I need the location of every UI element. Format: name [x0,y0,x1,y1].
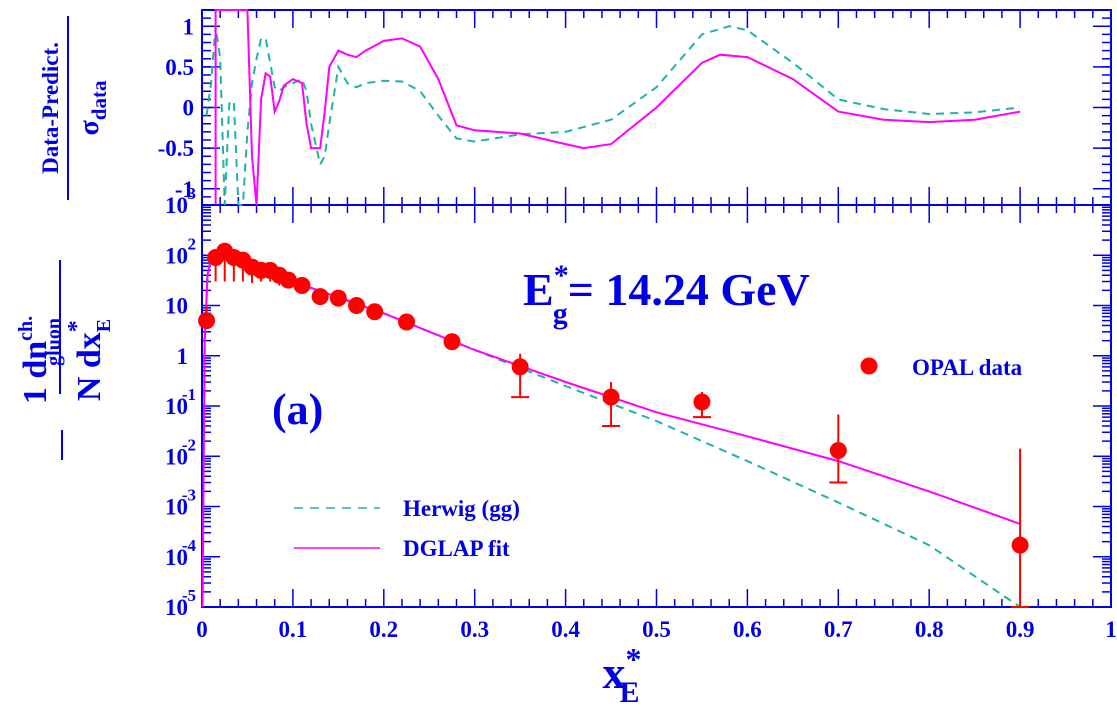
main-ytick-exponent: -1 [182,385,196,404]
main-ylabel-den-sub: E [93,319,115,332]
data-point [366,303,384,321]
ratio-ytick-label: 0 [183,96,195,121]
energy-annotation-sup: * [554,259,569,292]
main-ytick-label: 1 [177,344,189,369]
main-xtick-label: 0.1 [279,617,308,642]
ratio-ytick-label: 0.5 [165,55,194,80]
main-ylabel-den: N dx [71,332,108,401]
data-point [329,289,347,307]
main-ylabel-num-sup: ch. [15,316,37,341]
legend-opal-label: OPAL data [912,355,1023,380]
svg-text:σdata: σdata [74,80,111,135]
main-ytick-exponent: 3 [188,184,197,203]
main-ylabel-den-sup: * [64,320,90,332]
main-ytick-label: 10 [165,294,188,319]
data-point [511,358,529,376]
ratio-ytick-label: 1 [183,14,195,39]
data-point [693,393,711,411]
legend-opal-marker [860,357,878,375]
main-ylabel-num-sub: gluon [43,318,65,366]
main-ytick-exponent: -2 [182,435,196,454]
main-ytick-label: 10 [165,444,188,469]
ratio-curves [205,9,1021,206]
data-point [398,313,416,331]
data-point [311,288,329,306]
main-curves [201,252,1021,608]
data-point [293,277,311,295]
main-xtick-label: 0.7 [824,617,853,642]
main-xtick-label: 0 [196,617,208,642]
main-ytick-label: 10 [165,243,188,268]
main-ytick-label: 10 [165,394,188,419]
ratio-y-axis-label: Data-Predict. σdata [38,16,111,200]
main-ytick-label: 10 [165,545,188,570]
ratio-ylabel-sigma: σ [74,119,105,135]
energy-annotation-rest: = 14.24 GeV [568,264,810,315]
data-point [602,388,620,406]
x-axis-label-main: x [603,647,626,698]
ratio-series-line [205,25,1021,206]
ratio-ylabel-top: Data-Predict. [38,42,63,174]
data-point [348,297,366,314]
main-xtick-label: 1 [1105,617,1117,642]
ratio-ticks: 1 0.5 0 -0.5 -1 [158,10,1112,205]
main-ytick-exponent: -3 [182,486,196,505]
main-xtick-label: 0.8 [915,617,944,642]
ratio-ytick-label: -0.5 [158,136,194,161]
main-ytick-label: 10 [165,495,188,520]
main-ylabel-num: 1 dn [17,341,54,404]
x-axis-label-sup: * [626,641,642,677]
energy-annotation-sub: g [553,297,568,330]
data-point [829,442,847,460]
x-axis-label: x* E [603,641,642,708]
legend: OPAL data Herwig (gg) DGLAP fit [294,355,1023,561]
legend-herwig-label: Herwig (gg) [403,496,520,521]
legend-dglap-label: DGLAP fit [403,536,510,561]
main-ytick-exponent: 2 [188,234,197,253]
data-point [198,312,216,330]
panel-tag: (a) [272,385,323,434]
main-xtick-label: 0.5 [642,617,671,642]
data-point [1011,536,1029,554]
main-xtick-label: 0.9 [1006,617,1035,642]
data-point [279,271,297,289]
ratio-ylabel-sub: data [87,80,111,120]
main-series-line [201,252,1021,608]
energy-annotation-main: E [523,264,554,315]
main-xtick-label: 0.3 [460,617,489,642]
main-xtick-label: 0.6 [733,617,762,642]
main-points [198,242,1030,608]
main-ytick-label: 10 [165,193,188,218]
main-ytick-exponent: -5 [182,586,196,605]
data-point [443,333,461,351]
ratio-ytick-label: -1 [175,177,194,202]
main-ytick-label: 10 [165,595,188,620]
main-xtick-label: 0.4 [551,617,580,642]
x-axis-label-sub: E [620,676,640,708]
main-xtick-label: 0.2 [369,617,398,642]
energy-annotation: E* g= 14.24 GeV [523,259,810,330]
svg-text:N dx*E: N dx* E [64,319,115,401]
ratio-series-line [214,9,1021,206]
main-ytick-exponent: -4 [182,536,197,555]
main-y-axis-label: 1 dnch. gluon N dx* E [15,260,115,460]
svg-text:1 dnch.gluon: 1 dnch. gluon [15,316,65,404]
